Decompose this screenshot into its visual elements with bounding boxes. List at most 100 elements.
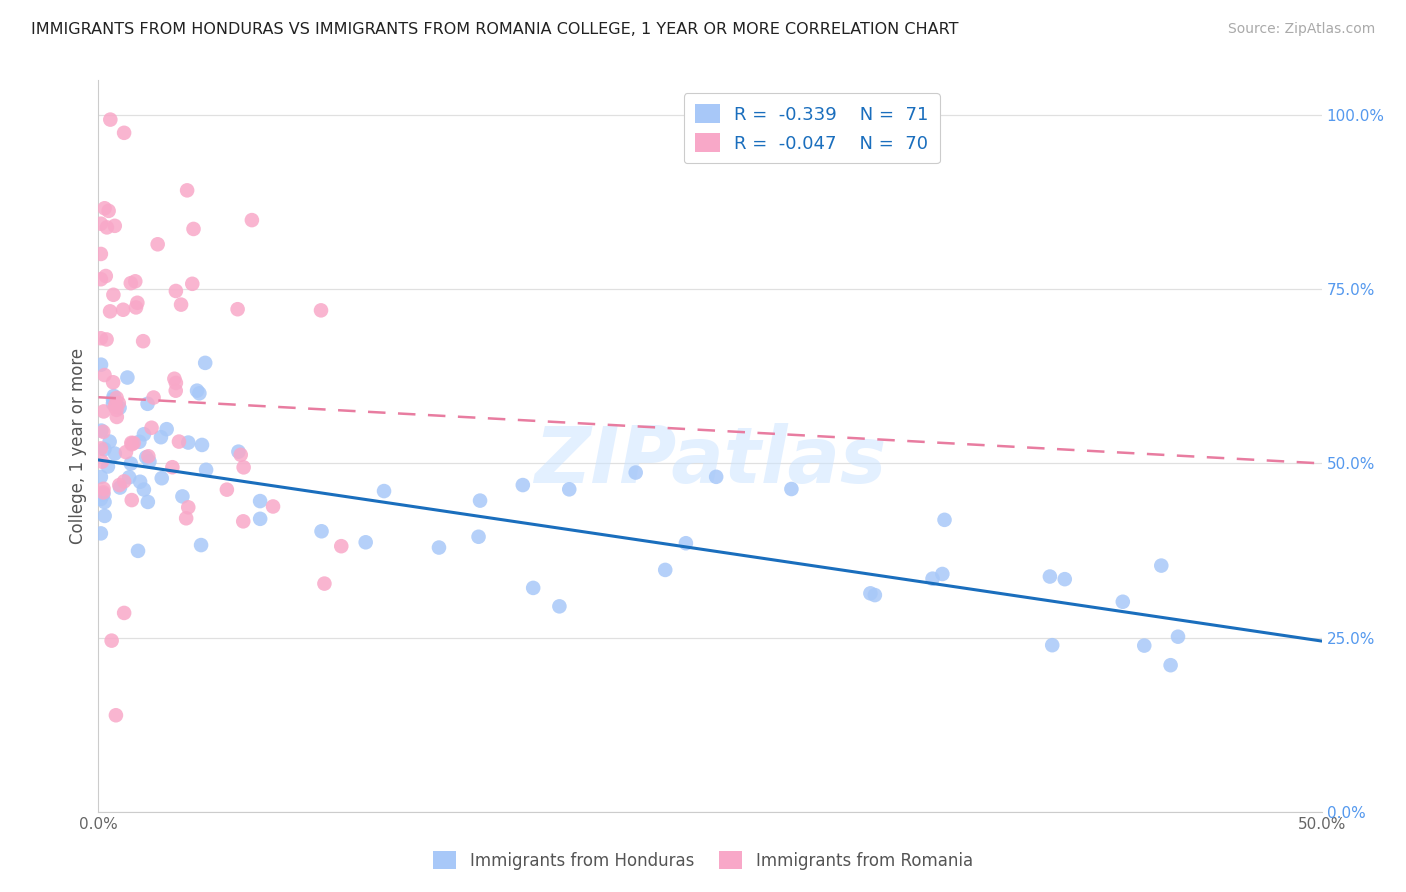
- Point: [165, 384, 187, 398]
- Point: [232, 460, 254, 475]
- Point: [125, 301, 148, 315]
- Point: [120, 457, 142, 471]
- Point: [427, 541, 450, 555]
- Point: [194, 356, 217, 370]
- Point: [120, 276, 142, 290]
- Point: [1160, 658, 1182, 673]
- Text: IMMIGRANTS FROM HONDURAS VS IMMIGRANTS FROM ROMANIA COLLEGE, 1 YEAR OR MORE CORR: IMMIGRANTS FROM HONDURAS VS IMMIGRANTS F…: [31, 22, 959, 37]
- Point: [138, 450, 160, 464]
- Point: [104, 400, 127, 414]
- Point: [118, 470, 141, 484]
- Point: [91, 455, 114, 469]
- Point: [654, 563, 676, 577]
- Point: [91, 485, 114, 500]
- Point: [548, 599, 571, 614]
- Point: [128, 434, 150, 449]
- Point: [863, 588, 886, 602]
- Point: [101, 392, 124, 407]
- Point: [249, 512, 271, 526]
- Point: [558, 483, 581, 497]
- Point: [172, 490, 194, 504]
- Point: [132, 427, 155, 442]
- Point: [468, 493, 491, 508]
- Point: [93, 482, 115, 496]
- Point: [675, 536, 697, 550]
- Point: [262, 500, 284, 514]
- Point: [136, 397, 159, 411]
- Point: [90, 217, 112, 231]
- Point: [98, 434, 121, 449]
- Point: [101, 396, 124, 410]
- Point: [90, 470, 112, 484]
- Y-axis label: College, 1 year or more: College, 1 year or more: [69, 348, 87, 544]
- Point: [93, 404, 115, 418]
- Point: [93, 201, 115, 215]
- Point: [226, 302, 249, 317]
- Point: [108, 401, 131, 415]
- Point: [136, 495, 159, 509]
- Point: [90, 442, 112, 456]
- Point: [309, 303, 332, 318]
- Point: [127, 295, 149, 310]
- Point: [93, 442, 115, 457]
- Point: [141, 421, 163, 435]
- Point: [122, 436, 145, 450]
- Point: [132, 334, 155, 348]
- Point: [127, 544, 149, 558]
- Point: [249, 494, 271, 508]
- Point: [94, 268, 117, 283]
- Point: [101, 376, 124, 390]
- Point: [150, 471, 173, 485]
- Point: [311, 524, 333, 539]
- Point: [195, 463, 218, 477]
- Legend: R =  -0.339    N =  71, R =  -0.047    N =  70: R = -0.339 N = 71, R = -0.047 N = 70: [683, 93, 939, 163]
- Point: [931, 566, 953, 581]
- Point: [215, 483, 238, 497]
- Point: [512, 478, 534, 492]
- Point: [104, 398, 127, 412]
- Point: [373, 484, 395, 499]
- Point: [1150, 558, 1173, 573]
- Point: [105, 391, 128, 405]
- Point: [522, 581, 544, 595]
- Point: [229, 448, 252, 462]
- Point: [228, 444, 250, 458]
- Point: [112, 302, 135, 317]
- Point: [177, 500, 200, 515]
- Point: [105, 409, 128, 424]
- Point: [142, 391, 165, 405]
- Point: [96, 333, 118, 347]
- Point: [90, 272, 112, 286]
- Point: [129, 475, 152, 489]
- Point: [1112, 595, 1135, 609]
- Text: Source: ZipAtlas.com: Source: ZipAtlas.com: [1227, 22, 1375, 37]
- Point: [240, 213, 263, 227]
- Point: [112, 606, 135, 620]
- Point: [90, 358, 112, 372]
- Point: [132, 483, 155, 497]
- Legend: Immigrants from Honduras, Immigrants from Romania: Immigrants from Honduras, Immigrants fro…: [426, 845, 980, 877]
- Point: [176, 183, 198, 197]
- Point: [97, 459, 120, 474]
- Point: [90, 526, 112, 541]
- Point: [191, 438, 214, 452]
- Point: [103, 287, 125, 301]
- Point: [859, 586, 882, 600]
- Point: [780, 482, 803, 496]
- Point: [183, 222, 205, 236]
- Point: [93, 495, 115, 509]
- Point: [93, 487, 115, 501]
- Point: [1039, 569, 1062, 583]
- Point: [156, 422, 179, 436]
- Point: [330, 539, 353, 553]
- Text: ZIPatlas: ZIPatlas: [534, 423, 886, 499]
- Point: [104, 219, 127, 233]
- Point: [1167, 630, 1189, 644]
- Point: [121, 437, 143, 451]
- Point: [1040, 638, 1063, 652]
- Point: [93, 368, 115, 382]
- Point: [174, 511, 197, 525]
- Point: [97, 203, 120, 218]
- Point: [103, 389, 125, 403]
- Point: [100, 633, 122, 648]
